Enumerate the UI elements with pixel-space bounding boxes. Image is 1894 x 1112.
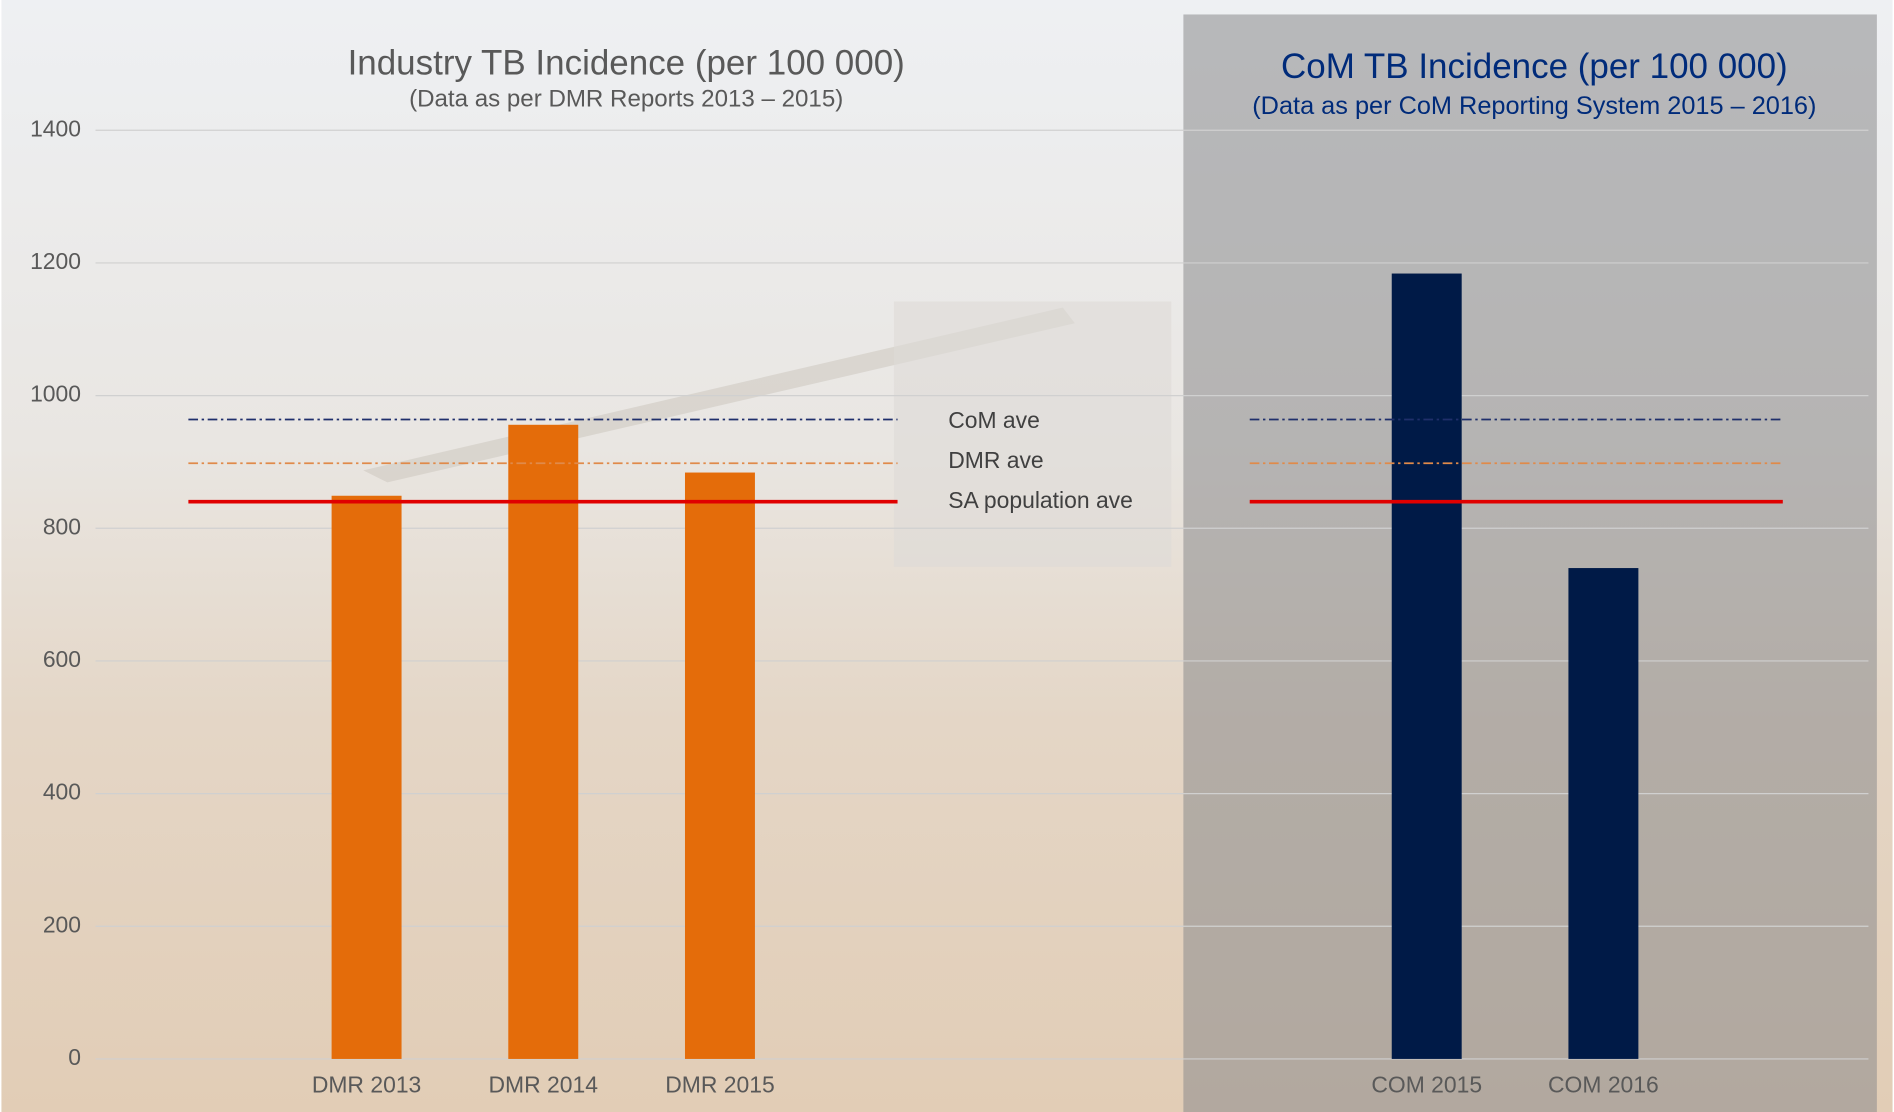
bar [1391,273,1462,1059]
right-subtitle: (Data as per CoM Reporting System 2015 –… [1252,92,1816,120]
left-subtitle: (Data as per DMR Reports 2013 – 2015) [409,85,843,112]
background-building [893,301,1172,567]
y-tick-label: 1400 [30,115,81,141]
y-tick-label: 200 [43,911,81,937]
right-panel [1183,14,1877,1112]
reference-label: SA population ave [948,487,1133,513]
x-tick-label: COM 2016 [1548,1072,1659,1098]
left-title: Industry TB Incidence (per 100 000) [348,43,905,82]
y-tick-label: 400 [43,779,81,805]
right-title: CoM TB Incidence (per 100 000) [1281,47,1788,86]
bar [508,424,579,1059]
bar [1568,568,1639,1059]
reference-label: DMR ave [948,447,1043,473]
y-tick-label: 1200 [30,248,81,274]
bar [331,495,402,1059]
x-tick-label: DMR 2013 [312,1072,422,1098]
bar [684,472,755,1059]
y-tick-label: 1000 [30,381,81,407]
y-tick-label: 800 [43,513,81,539]
reference-label: CoM ave [948,407,1040,433]
y-tick-label: 0 [68,1044,81,1070]
x-tick-label: DMR 2014 [489,1072,599,1098]
x-tick-label: DMR 2015 [665,1072,775,1098]
x-tick-label: COM 2015 [1371,1072,1482,1098]
y-tick-label: 600 [43,646,81,672]
